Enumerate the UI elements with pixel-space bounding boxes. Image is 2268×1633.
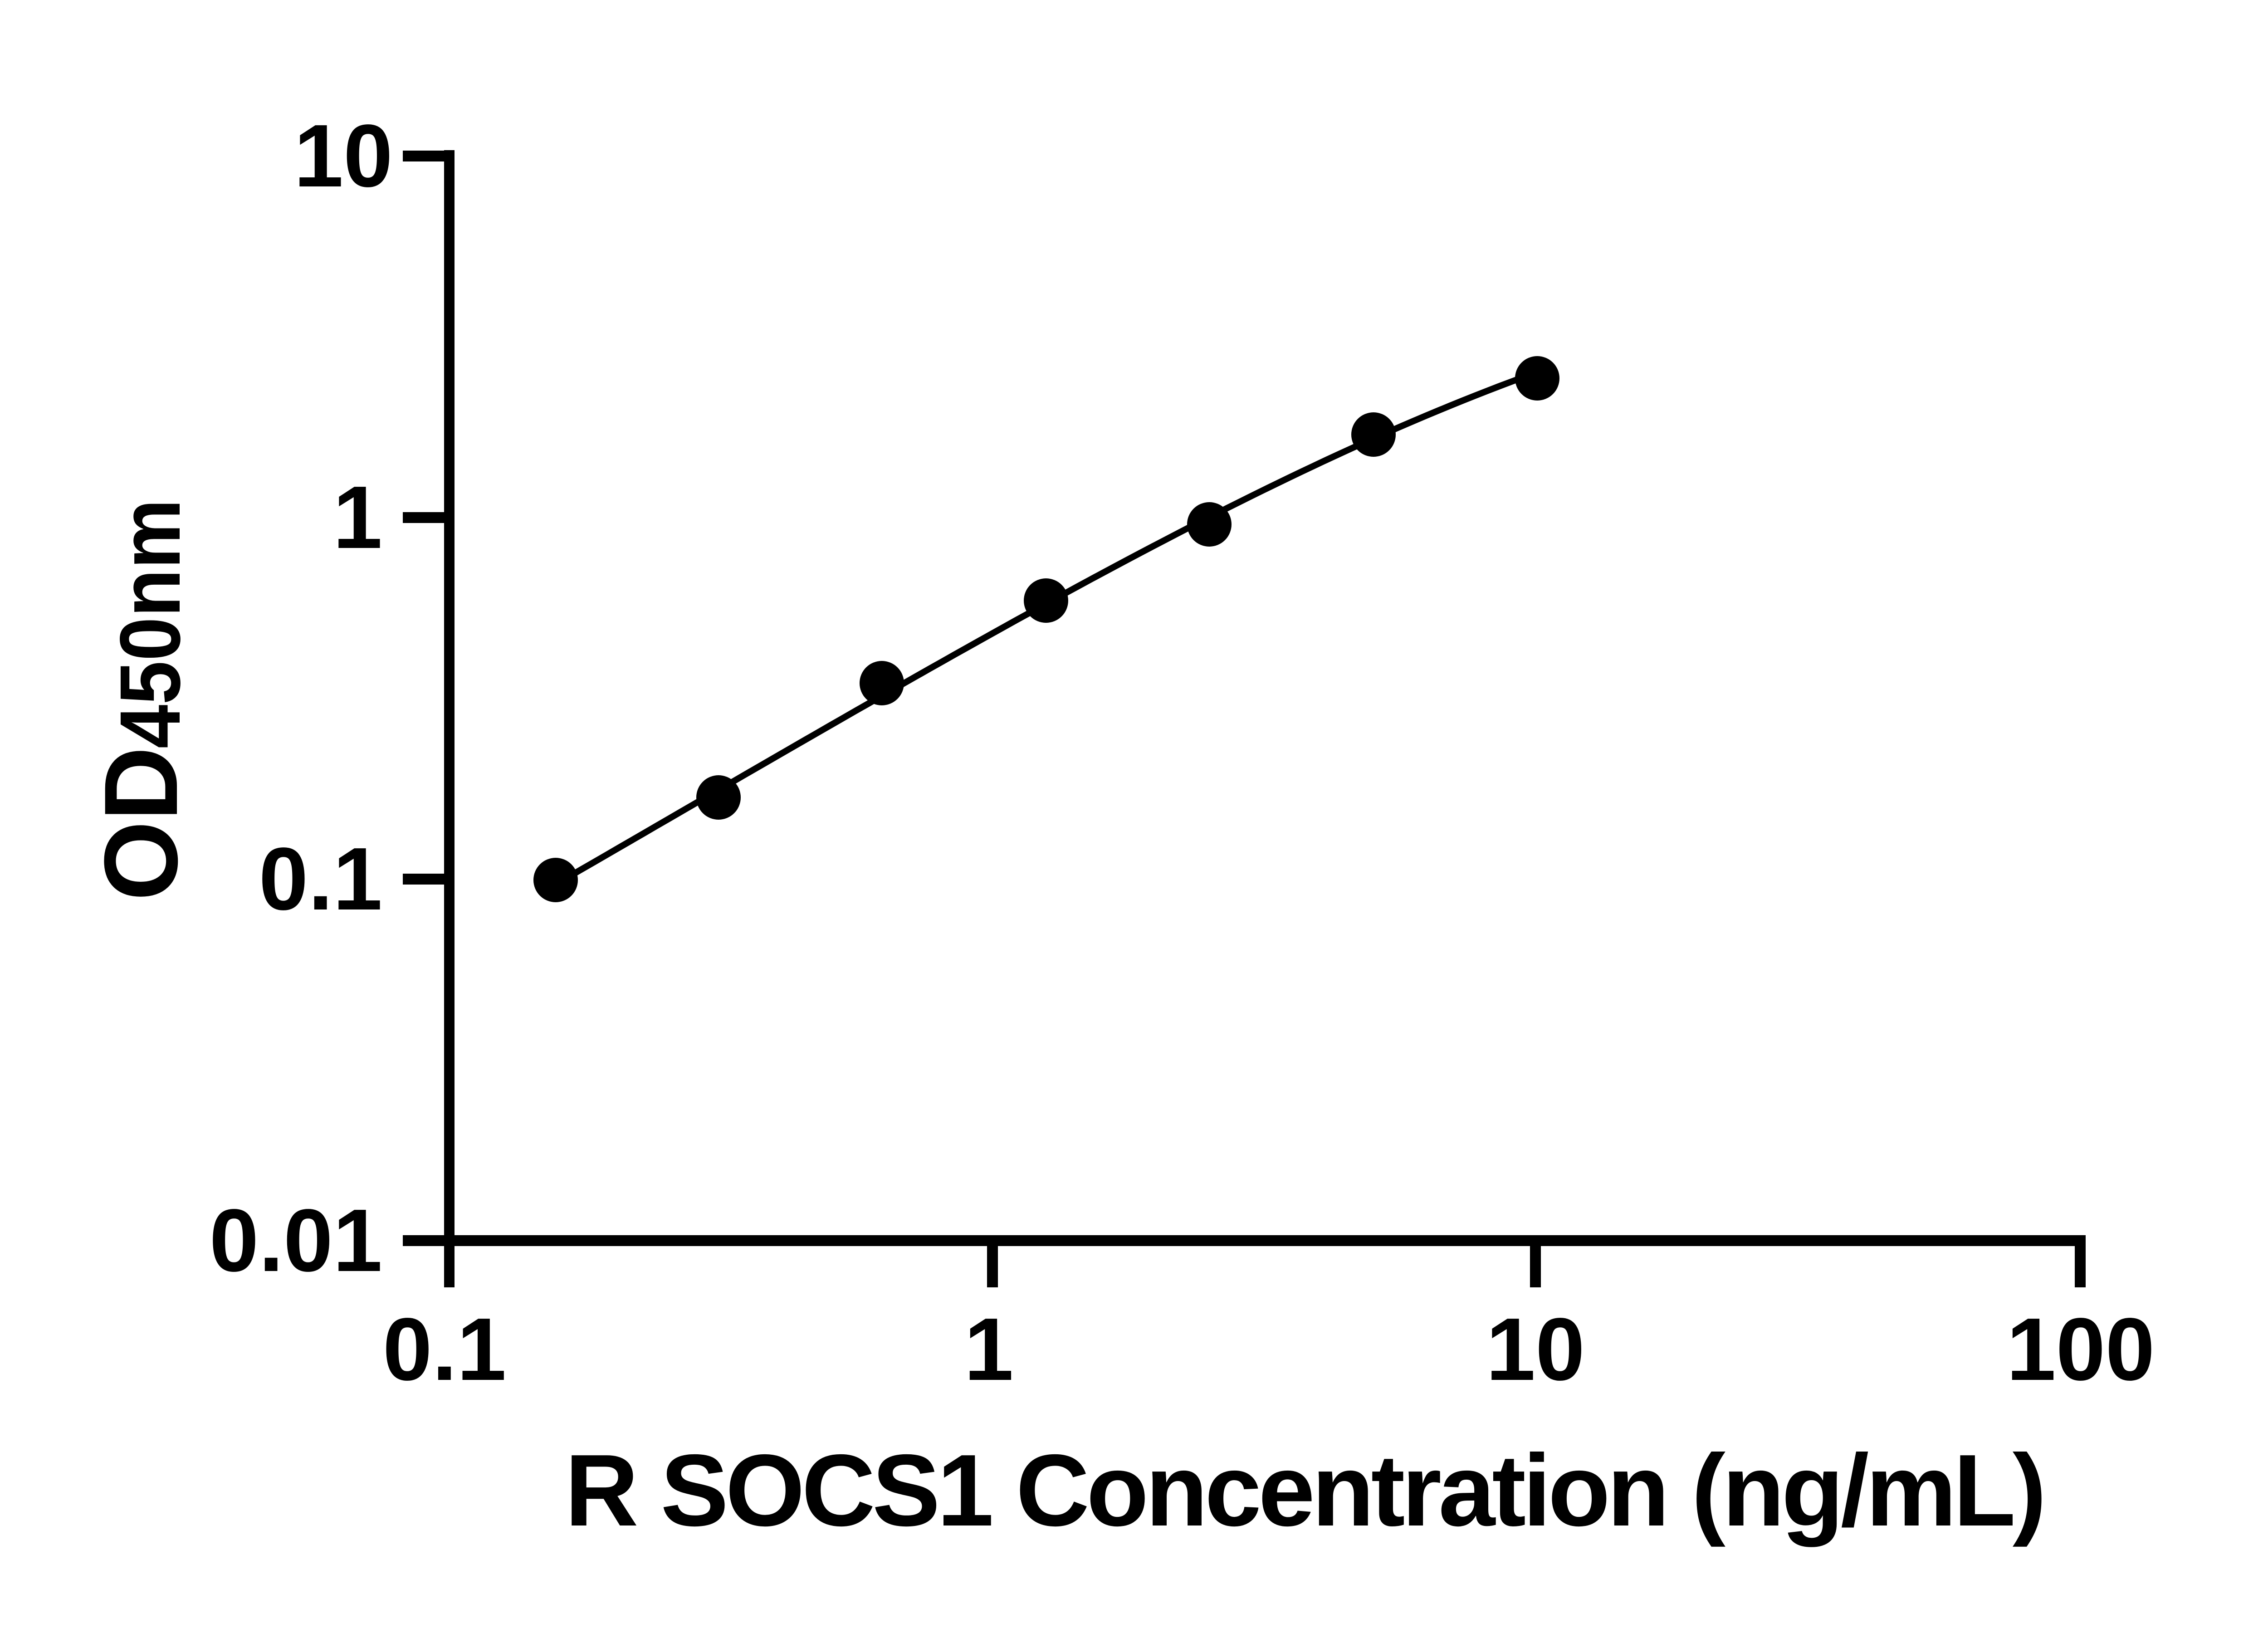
svg-text:OD: OD	[83, 747, 199, 901]
svg-text:R SOCS1 Concentration (ng/mL): R SOCS1 Concentration (ng/mL)	[565, 1433, 2043, 1547]
svg-text:1: 1	[964, 1300, 1013, 1399]
svg-text:0.1: 0.1	[259, 829, 382, 929]
svg-text:100: 100	[2006, 1300, 2155, 1399]
svg-text:10: 10	[294, 106, 393, 205]
svg-text:1: 1	[333, 468, 382, 567]
svg-text:450nm: 450nm	[103, 499, 198, 748]
svg-text:0.01: 0.01	[210, 1191, 382, 1290]
svg-text:10: 10	[1486, 1300, 1585, 1399]
svg-text:0.1: 0.1	[383, 1300, 506, 1399]
